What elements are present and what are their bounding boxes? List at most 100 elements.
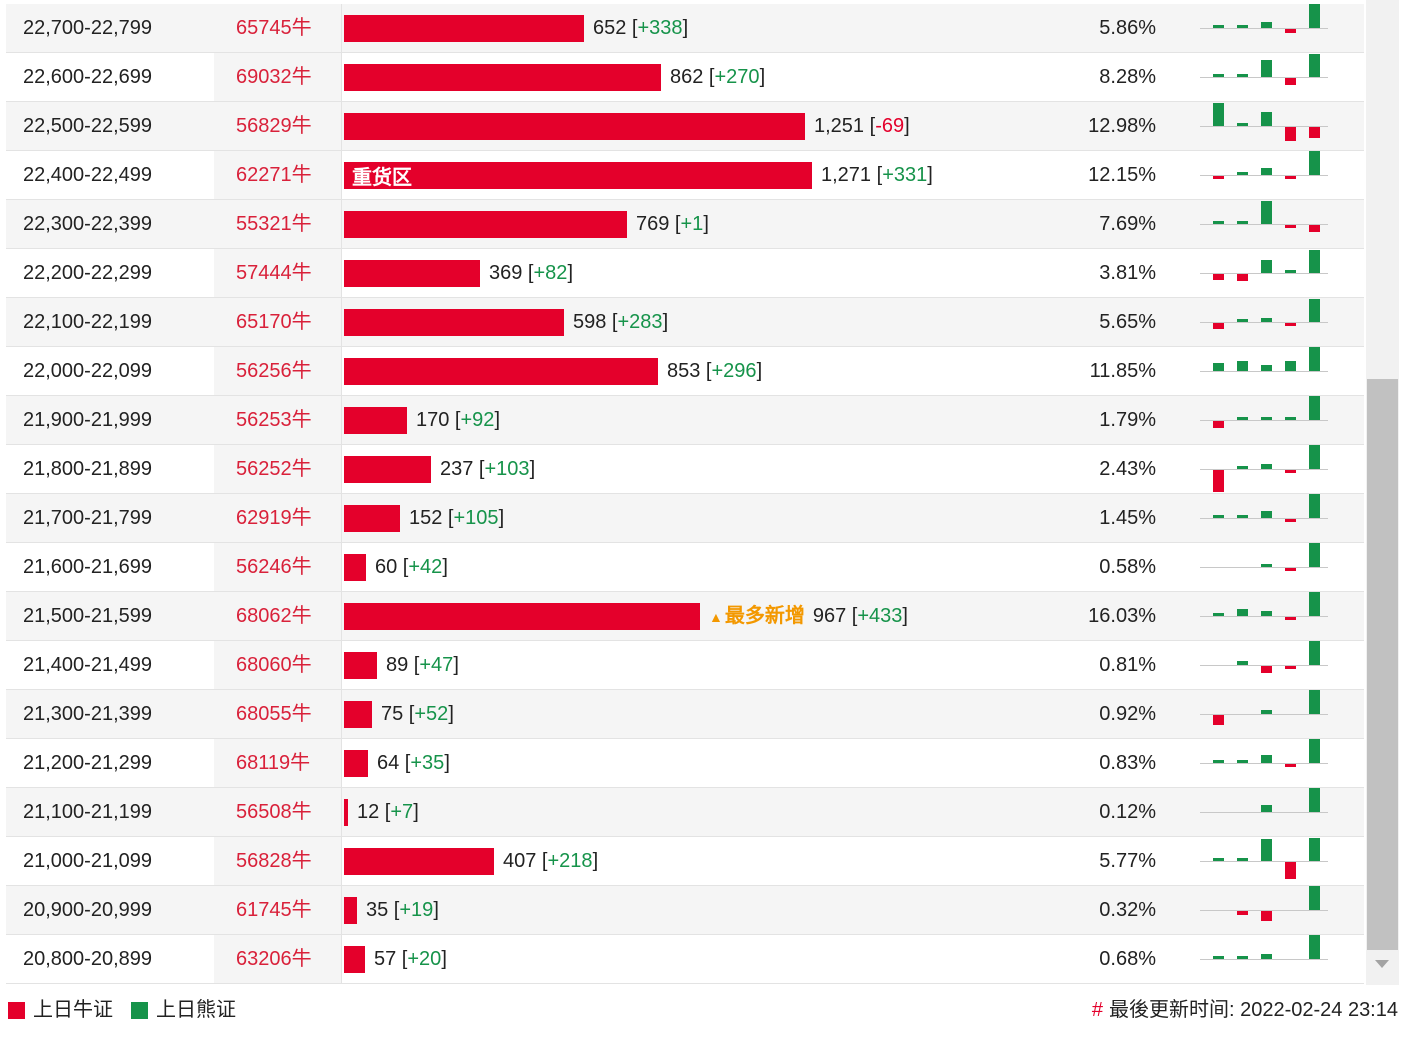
mini-bar	[1309, 347, 1320, 371]
table-row[interactable]: 22,700-22,799 65745牛 652 [+338] 5.86%	[6, 4, 1364, 53]
cbbc-code-link[interactable]: 62919牛	[236, 507, 312, 529]
volume-count: 75	[381, 703, 404, 725]
cbbc-code-link[interactable]: 68055牛	[236, 703, 312, 725]
mini-history-chart	[1200, 4, 1328, 52]
cbbc-code-link[interactable]: 69032牛	[236, 66, 312, 88]
table-row[interactable]: 22,000-22,099 56256牛 853 [+296] 11.85%	[6, 347, 1364, 396]
scrollbar-thumb[interactable]	[1367, 379, 1398, 950]
price-range: 20,800-20,899	[23, 948, 153, 970]
volume-bar: 重货区	[344, 162, 812, 189]
cbbc-code-link[interactable]: 65745牛	[236, 17, 312, 39]
table-row[interactable]: 22,100-22,199 65170牛 598 [+283] 5.65%	[6, 298, 1364, 347]
cbbc-code-link[interactable]: 56828牛	[236, 850, 312, 872]
mini-history-chart	[1200, 690, 1328, 738]
table-row[interactable]: 21,400-21,499 68060牛 89 [+47] 0.81%	[6, 641, 1364, 690]
mini-chart-baseline	[1200, 273, 1328, 274]
mini-history-chart	[1200, 592, 1328, 640]
volume-value: 170 [+92]	[416, 409, 500, 431]
volume-value: 652 [+338]	[593, 17, 689, 39]
triangle-up-icon: ▲	[709, 609, 723, 625]
vertical-scrollbar[interactable]	[1366, 0, 1399, 985]
table-row[interactable]: 21,900-21,999 56253牛 170 [+92] 1.79%	[6, 396, 1364, 445]
cbbc-code-link[interactable]: 68119牛	[236, 752, 311, 774]
mini-chart-baseline	[1200, 616, 1328, 617]
volume-value: 64 [+35]	[377, 752, 450, 774]
code-cell: 63206牛	[214, 935, 342, 983]
volume-count: 652	[593, 17, 627, 39]
mini-bar	[1309, 543, 1320, 567]
table-row[interactable]: 22,500-22,599 56829牛 1,251 [-69] 12.98%	[6, 102, 1364, 151]
code-cell: 55321牛	[214, 200, 342, 248]
volume-change: +42	[408, 556, 443, 578]
volume-value: 57 [+20]	[374, 948, 447, 970]
percentage: 8.28%	[1099, 66, 1156, 88]
mini-bar	[1309, 54, 1320, 77]
cbbc-code-link[interactable]: 56508牛	[236, 801, 312, 823]
mini-history-chart	[1200, 543, 1328, 591]
table-row[interactable]: 21,500-21,599 68062牛 ▲ 最多新增 967 [+433] 16.03%	[6, 592, 1364, 641]
volume-bar	[344, 407, 407, 434]
table-row[interactable]: 20,800-20,899 63206牛 57 [+20] 0.68%	[6, 935, 1364, 984]
cbbc-code-link[interactable]: 56246牛	[236, 556, 312, 578]
mini-bar	[1285, 470, 1296, 473]
table-row[interactable]: 21,000-21,099 56828牛 407 [+218] 5.77%	[6, 837, 1364, 886]
mini-bar	[1237, 911, 1248, 915]
table-row[interactable]: 22,400-22,499 62271牛 重货区 1,271 [+331] 12.15%	[6, 151, 1364, 200]
cbbc-code-link[interactable]: 68060牛	[236, 654, 312, 676]
table-row[interactable]: 21,800-21,899 56252牛 237 [+103] 2.43%	[6, 445, 1364, 494]
table-row[interactable]: 22,300-22,399 55321牛 769 [+1] 7.69%	[6, 200, 1364, 249]
mini-bar	[1285, 176, 1296, 179]
cbbc-code-link[interactable]: 57444牛	[236, 262, 312, 284]
cbbc-code-link[interactable]: 63206牛	[236, 948, 312, 970]
cbbc-code-link[interactable]: 62271牛	[236, 164, 312, 186]
volume-value: 369 [+82]	[489, 262, 573, 284]
legend-bear: 上日熊证	[131, 995, 236, 1025]
mini-bar	[1285, 225, 1296, 228]
code-cell: 56828牛	[214, 837, 342, 885]
mini-bar	[1213, 323, 1224, 329]
mini-bar	[1237, 25, 1248, 28]
table-row[interactable]: 21,700-21,799 62919牛 152 [+105] 1.45%	[6, 494, 1364, 543]
table-row[interactable]: 21,100-21,199 56508牛 12 [+7] 0.12%	[6, 788, 1364, 837]
table-row[interactable]: 22,200-22,299 57444牛 369 [+82] 3.81%	[6, 249, 1364, 298]
mini-bar	[1213, 715, 1224, 725]
volume-count: 35	[366, 899, 389, 921]
cbbc-code-link[interactable]: 61745牛	[236, 899, 312, 921]
price-range: 21,700-21,799	[23, 507, 153, 529]
most-added-label: 最多新增	[724, 605, 805, 627]
cbbc-code-link[interactable]: 56253牛	[236, 409, 312, 431]
table-row[interactable]: 21,200-21,299 68119牛 64 [+35] 0.83%	[6, 739, 1364, 788]
mini-history-chart	[1200, 494, 1328, 542]
volume-count: 237	[440, 458, 474, 480]
volume-value: 1,251 [-69]	[814, 115, 910, 137]
volume-count: 64	[377, 752, 400, 774]
cbbc-code-link[interactable]: 65170牛	[236, 311, 312, 333]
volume-change: +270	[714, 66, 760, 88]
percentage: 1.45%	[1099, 507, 1156, 529]
mini-chart-baseline	[1200, 77, 1328, 78]
mini-chart-baseline	[1200, 665, 1328, 666]
price-range: 22,200-22,299	[23, 262, 153, 284]
table-row[interactable]: 21,300-21,399 68055牛 75 [+52] 0.92%	[6, 690, 1364, 739]
scroll-down-arrow-icon[interactable]	[1375, 960, 1389, 968]
price-range: 22,100-22,199	[23, 311, 153, 333]
table-row[interactable]: 22,600-22,699 69032牛 862 [+270] 8.28%	[6, 53, 1364, 102]
table-row[interactable]: 20,900-20,999 61745牛 35 [+19] 0.32%	[6, 886, 1364, 935]
percentage: 11.85%	[1089, 360, 1156, 382]
mini-bar	[1261, 463, 1272, 469]
volume-bar	[344, 15, 584, 42]
table-row[interactable]: 21,600-21,699 56246牛 60 [+42] 0.58%	[6, 543, 1364, 592]
volume-value: 407 [+218]	[503, 850, 599, 872]
mini-bar	[1237, 515, 1248, 518]
cbbc-code-link[interactable]: 68062牛	[236, 605, 312, 627]
volume-count: 89	[386, 654, 409, 676]
volume-bar	[344, 554, 366, 581]
cbbc-code-link[interactable]: 55321牛	[236, 213, 312, 235]
cbbc-code-link[interactable]: 56829牛	[236, 115, 312, 137]
mini-bar	[1309, 127, 1320, 138]
table-footer: 上日牛证 上日熊证 # 最後更新时间: 2022-02-24 23:14	[0, 995, 1408, 1027]
cbbc-code-link[interactable]: 56252牛	[236, 458, 312, 480]
mini-bar	[1261, 167, 1272, 175]
volume-change: +283	[617, 311, 663, 333]
cbbc-code-link[interactable]: 56256牛	[236, 360, 312, 382]
